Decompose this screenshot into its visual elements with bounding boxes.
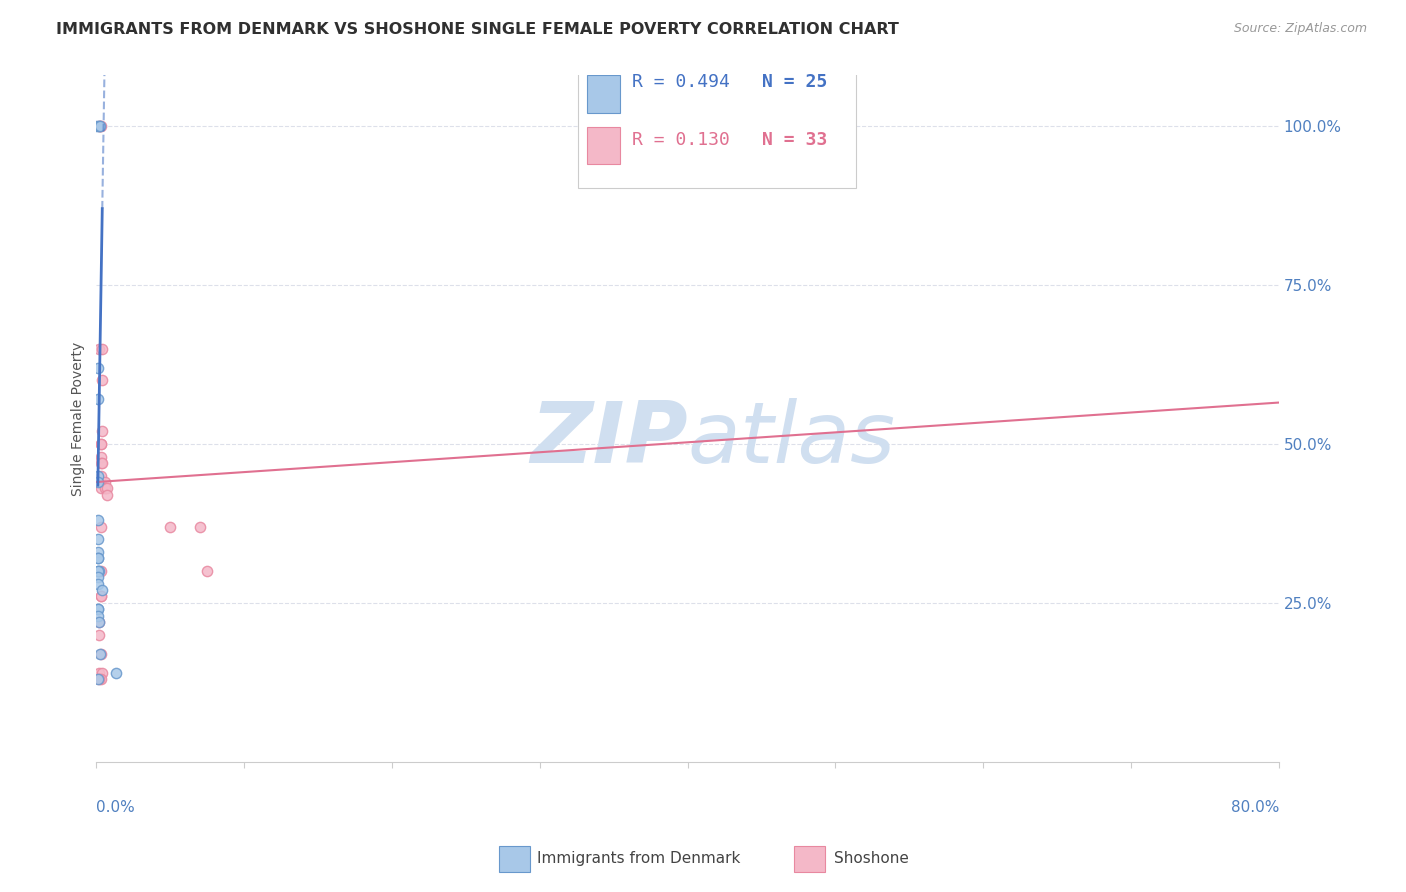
Point <box>90 647 112 661</box>
Text: atlas: atlas <box>688 398 896 481</box>
Point <box>94 482 117 496</box>
Point <box>90 672 112 686</box>
Point <box>86 468 108 483</box>
Point <box>89 672 111 686</box>
Point <box>96 482 118 496</box>
Point <box>87 564 110 578</box>
Point <box>86 360 108 375</box>
Text: 80.0%: 80.0% <box>1230 799 1279 814</box>
Point <box>86 533 108 547</box>
Point <box>91 665 114 680</box>
Point <box>91 424 114 438</box>
Point <box>89 342 111 356</box>
Point <box>86 551 108 566</box>
Point <box>89 119 111 133</box>
Point <box>87 119 110 133</box>
Point <box>86 551 108 566</box>
Point <box>159 519 181 533</box>
Point <box>94 482 117 496</box>
Point <box>89 615 111 629</box>
Point <box>90 468 112 483</box>
Point <box>90 456 112 470</box>
Point <box>86 602 108 616</box>
Point <box>89 119 111 133</box>
Point <box>188 519 211 533</box>
Point <box>91 456 114 470</box>
Point <box>89 665 111 680</box>
Point <box>86 475 108 489</box>
Point <box>86 564 108 578</box>
Point <box>94 475 117 489</box>
Point <box>89 627 111 641</box>
Point <box>96 488 118 502</box>
Text: N = 33: N = 33 <box>762 131 827 149</box>
Point <box>86 602 108 616</box>
FancyBboxPatch shape <box>588 75 620 113</box>
Text: 0.0%: 0.0% <box>97 799 135 814</box>
Text: Shoshone: Shoshone <box>834 852 908 866</box>
Point <box>90 119 112 133</box>
Point <box>86 513 108 527</box>
Text: Source: ZipAtlas.com: Source: ZipAtlas.com <box>1233 22 1367 36</box>
Point <box>91 342 114 356</box>
Text: N = 25: N = 25 <box>762 73 827 91</box>
Point <box>91 373 114 387</box>
Text: IMMIGRANTS FROM DENMARK VS SHOSHONE SINGLE FEMALE POVERTY CORRELATION CHART: IMMIGRANTS FROM DENMARK VS SHOSHONE SING… <box>56 22 898 37</box>
Text: R = 0.130: R = 0.130 <box>633 131 730 149</box>
Point <box>104 665 127 680</box>
Point <box>90 590 112 604</box>
Point <box>90 564 112 578</box>
Text: Immigrants from Denmark: Immigrants from Denmark <box>537 852 741 866</box>
Point <box>86 564 108 578</box>
Point <box>86 576 108 591</box>
Point <box>86 119 108 133</box>
Point <box>89 647 111 661</box>
Point <box>86 545 108 559</box>
Point <box>90 519 112 533</box>
Y-axis label: Single Female Poverty: Single Female Poverty <box>72 342 86 496</box>
Point <box>90 590 112 604</box>
Point <box>86 570 108 584</box>
Point <box>86 608 108 623</box>
Point <box>90 450 112 464</box>
Point <box>90 482 112 496</box>
Point <box>90 437 112 451</box>
Point <box>195 564 218 578</box>
Point <box>90 437 112 451</box>
Point <box>87 615 110 629</box>
FancyBboxPatch shape <box>578 45 856 188</box>
Text: ZIP: ZIP <box>530 398 688 481</box>
Point <box>90 583 112 598</box>
Point <box>86 672 108 686</box>
Text: R = 0.494: R = 0.494 <box>633 73 730 91</box>
Point <box>86 392 108 407</box>
Point <box>87 119 110 133</box>
FancyBboxPatch shape <box>588 127 620 164</box>
